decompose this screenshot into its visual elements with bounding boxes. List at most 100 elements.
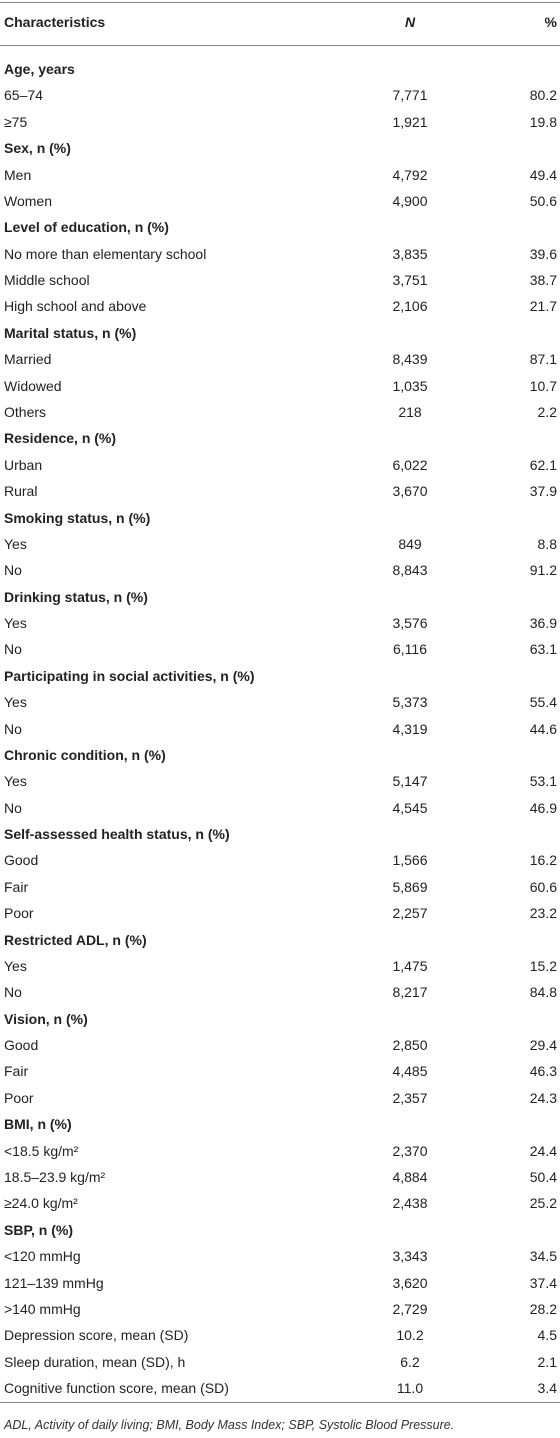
section-label: BMI, n (%) [4, 1116, 72, 1133]
row-value: 8,439 [392, 351, 428, 368]
section-label: Marital status, n (%) [4, 324, 137, 341]
row-value: 34.5 [529, 1248, 557, 1265]
row-label: Rural [4, 483, 38, 500]
row-value: 37.4 [529, 1274, 557, 1291]
row-label: Yes [4, 535, 27, 552]
row-value: 3,576 [392, 615, 428, 631]
row-value: 4,792 [392, 166, 428, 183]
row-value: 6,022 [392, 456, 428, 473]
row-value: 1,035 [392, 377, 428, 394]
row-label: ≥75 [4, 113, 28, 130]
row-value: 6.2 [400, 1353, 420, 1370]
row-value: 4,900 [392, 192, 428, 209]
row-value: 4,319 [392, 720, 428, 737]
row-value: 3,670 [392, 483, 428, 500]
row-value: 4,545 [392, 799, 428, 816]
rule [0, 2, 560, 3]
row-value: 24.3 [529, 1089, 557, 1106]
row-value: 24.4 [529, 1142, 557, 1159]
row-value: 29.4 [529, 1037, 557, 1054]
row-value: 50.6 [529, 192, 557, 209]
row-value: 63.1 [529, 641, 557, 658]
row-value: 11.0 [396, 1380, 424, 1396]
row-value: 2,850 [392, 1037, 428, 1054]
row-value: 2,106 [392, 298, 428, 315]
row-value: 2.1 [537, 1353, 557, 1370]
header-cell: Characteristics [4, 14, 106, 30]
row-label: No [4, 641, 22, 658]
section-label: Restricted ADL, n (%) [4, 931, 147, 948]
section-label: SBP, n (%) [4, 1221, 73, 1238]
section-label: Residence, n (%) [4, 430, 117, 447]
row-value: 2,438 [392, 1195, 428, 1212]
row-value: 7,771 [392, 87, 428, 104]
row-label: No [4, 984, 22, 1001]
row-value: 21.7 [529, 298, 557, 315]
row-value: 10.2 [396, 1327, 424, 1344]
row-label: Poor [4, 905, 34, 922]
row-label: Yes [4, 615, 27, 631]
row-label: No [4, 562, 22, 579]
row-value: 8,217 [392, 984, 428, 1001]
row-value: 80.2 [529, 87, 557, 104]
row-value: 46.3 [529, 1063, 557, 1080]
header-cell: N [404, 14, 416, 30]
row-value: 2,370 [392, 1142, 428, 1159]
footnote: ADL, Activity of daily living; BMI, Body… [4, 1418, 455, 1432]
row-value: 2,357 [392, 1089, 428, 1106]
row-label: Yes [4, 694, 27, 711]
section-label: Self-assessed health status, n (%) [4, 826, 230, 842]
row-label: ≥24.0 kg/m² [4, 1195, 78, 1212]
section-label: Smoking status, n (%) [4, 509, 151, 526]
row-label: Good [4, 852, 39, 869]
row-value: 62.1 [529, 456, 557, 473]
row-value: 6,116 [393, 641, 427, 658]
row-value: 36.9 [529, 615, 557, 631]
row-label: Middle school [4, 272, 90, 288]
row-value: 1,921 [392, 113, 428, 130]
row-value: 3,751 [392, 272, 428, 288]
row-value: 49.4 [529, 166, 557, 183]
row-value: 28.2 [529, 1300, 557, 1317]
row-value: 53.1 [529, 773, 557, 790]
row-value: 8.8 [537, 535, 557, 552]
row-label: Men [4, 166, 32, 183]
row-value: 3,620 [392, 1274, 428, 1291]
row-value: 25.2 [529, 1195, 557, 1212]
row-value: 46.9 [529, 799, 557, 816]
row-label: <18.5 kg/m² [4, 1142, 79, 1159]
rule [0, 45, 560, 46]
row-value: 44.6 [529, 720, 557, 737]
row-value: 39.6 [529, 245, 557, 262]
row-value: 5,869 [392, 878, 428, 895]
row-label: Women [4, 192, 52, 209]
row-label: Yes [4, 957, 27, 974]
row-label: Urban [4, 456, 43, 473]
row-value: 5,147 [392, 773, 428, 790]
row-value: 2,729 [392, 1300, 428, 1317]
section-label: Sex, n (%) [4, 140, 71, 157]
row-value: 1,566 [392, 852, 428, 869]
row-label: Others [4, 403, 47, 420]
section-label: Chronic condition, n (%) [4, 746, 166, 763]
row-value: 849 [398, 535, 422, 552]
header-cell: % [544, 14, 557, 30]
row-label: Yes [4, 773, 27, 790]
section-label: Vision, n (%) [4, 1010, 88, 1027]
section-label: Age, years [4, 61, 75, 77]
row-label: >140 mmHg [4, 1300, 81, 1317]
rule [0, 1402, 560, 1403]
row-label: No more than elementary school [4, 245, 207, 262]
section-label: Drinking status, n (%) [4, 588, 148, 605]
row-label: No [4, 799, 22, 816]
row-value: 87.1 [529, 351, 557, 368]
row-value: 1,475 [392, 957, 428, 974]
row-value: 2,257 [392, 905, 428, 922]
row-label: Sleep duration, mean (SD), h [4, 1353, 186, 1370]
row-label: High school and above [4, 298, 147, 315]
row-value: 4.5 [537, 1327, 557, 1344]
row-value: 3.4 [537, 1380, 557, 1396]
row-value: 4,485 [392, 1063, 428, 1080]
row-label: Married [4, 351, 52, 368]
